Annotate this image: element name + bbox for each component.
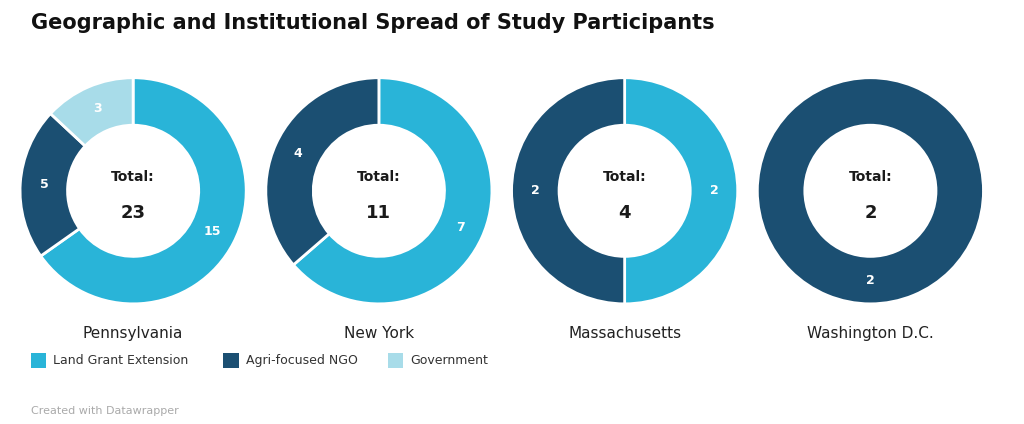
Text: Total:: Total: bbox=[603, 170, 646, 184]
Text: Massachusetts: Massachusetts bbox=[568, 326, 681, 341]
Text: 5: 5 bbox=[40, 178, 48, 191]
Text: Total:: Total: bbox=[112, 170, 155, 184]
Text: 3: 3 bbox=[93, 102, 101, 115]
Wedge shape bbox=[20, 114, 85, 256]
Text: 2: 2 bbox=[710, 184, 719, 197]
Text: 2: 2 bbox=[864, 204, 877, 223]
Wedge shape bbox=[512, 78, 625, 304]
Text: New York: New York bbox=[344, 326, 414, 341]
Wedge shape bbox=[625, 78, 737, 304]
Text: Geographic and Institutional Spread of Study Participants: Geographic and Institutional Spread of S… bbox=[31, 13, 715, 33]
Text: 2: 2 bbox=[866, 273, 874, 287]
Text: 7: 7 bbox=[456, 221, 465, 234]
Wedge shape bbox=[266, 78, 379, 265]
Text: 2: 2 bbox=[530, 184, 540, 197]
Text: Total:: Total: bbox=[357, 170, 400, 184]
Wedge shape bbox=[50, 78, 133, 146]
Text: 4: 4 bbox=[618, 204, 631, 223]
Wedge shape bbox=[294, 78, 492, 304]
Text: Created with Datawrapper: Created with Datawrapper bbox=[31, 405, 178, 416]
Text: 11: 11 bbox=[367, 204, 391, 223]
Text: Pennsylvania: Pennsylvania bbox=[83, 326, 183, 341]
Wedge shape bbox=[758, 78, 983, 304]
Wedge shape bbox=[41, 78, 246, 304]
Text: Land Grant Extension: Land Grant Extension bbox=[53, 354, 188, 367]
Text: Total:: Total: bbox=[849, 170, 892, 184]
Text: 4: 4 bbox=[293, 147, 302, 160]
Text: 15: 15 bbox=[204, 226, 221, 238]
Text: Agri-focused NGO: Agri-focused NGO bbox=[246, 354, 357, 367]
Text: Washington D.C.: Washington D.C. bbox=[807, 326, 934, 341]
Text: Government: Government bbox=[411, 354, 488, 367]
Text: 23: 23 bbox=[121, 204, 145, 223]
